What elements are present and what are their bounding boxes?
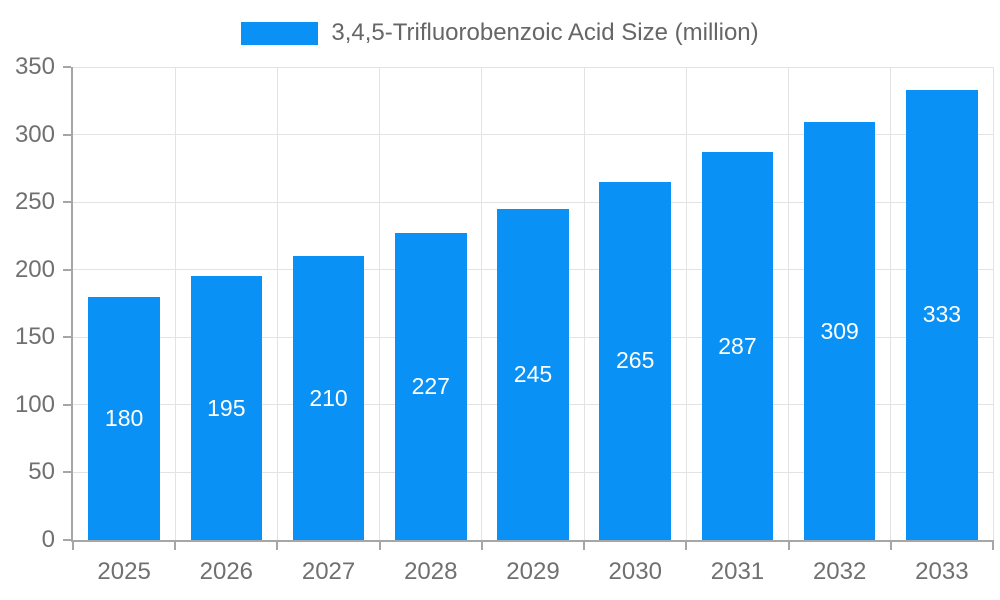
y-tick (63, 66, 71, 68)
x-axis-line (71, 540, 993, 542)
bar-value-label: 287 (718, 332, 757, 359)
y-tick-label: 150 (14, 323, 55, 351)
x-tick (992, 540, 994, 550)
bar[interactable]: 195 (190, 276, 263, 540)
bar[interactable]: 287 (701, 152, 774, 540)
y-tick (63, 336, 71, 339)
legend-label: 3,4,5-Trifluorobenzoic Acid Size (millio… (331, 19, 759, 46)
x-tick-label: 2028 (404, 558, 458, 585)
x-tick (276, 540, 279, 550)
x-tick (685, 540, 688, 550)
bar-value-label: 195 (207, 394, 246, 421)
x-tick (72, 540, 74, 550)
x-tick-label: 2026 (199, 558, 254, 585)
y-tick-label: 50 (28, 458, 55, 486)
bar-value-label: 245 (513, 360, 553, 387)
bar[interactable]: 227 (395, 233, 467, 540)
y-tick (63, 201, 71, 204)
legend: 3,4,5-Trifluorobenzoic Acid Size (millio… (0, 20, 1000, 46)
y-tick-label: 300 (14, 120, 55, 148)
x-tick (174, 540, 177, 550)
y-tick-label: 350 (14, 53, 55, 80)
bar[interactable]: 180 (88, 296, 160, 540)
legend-swatch-icon (241, 21, 319, 45)
x-tick-label: 2027 (301, 558, 356, 585)
x-tick (583, 540, 586, 550)
x-tick-label: 2033 (915, 558, 969, 585)
v-gridline (685, 67, 687, 540)
y-tick (63, 268, 71, 271)
bar[interactable]: 210 (292, 256, 365, 540)
bar-value-label: 265 (616, 347, 655, 374)
y-tick-label: 0 (41, 526, 55, 553)
x-tick-label: 2030 (608, 558, 662, 585)
v-gridline (890, 67, 892, 540)
y-tick (63, 403, 71, 406)
y-axis-line (71, 67, 73, 540)
y-tick (63, 133, 71, 136)
x-tick-label: 2031 (710, 558, 765, 585)
v-gridline (379, 67, 381, 540)
legend-item[interactable]: 3,4,5-Trifluorobenzoic Acid Size (millio… (241, 19, 759, 46)
h-gridline (73, 66, 993, 68)
x-tick-label: 2032 (812, 558, 867, 585)
x-tick-label: 2029 (506, 558, 560, 585)
x-tick (378, 540, 381, 550)
y-tick-label: 250 (14, 188, 55, 216)
bar[interactable]: 245 (497, 208, 569, 540)
bar-value-label: 309 (820, 317, 859, 344)
bar[interactable]: 309 (803, 122, 876, 540)
v-gridline (276, 67, 278, 540)
plot-area: 0 50 100 150 200 250 300 350 2025 180 2026 195 2027 2… (15, 55, 994, 584)
bar-value-label: 210 (309, 384, 348, 411)
v-gridline (481, 67, 483, 540)
bar[interactable]: 333 (906, 89, 978, 540)
x-tick (889, 540, 892, 550)
bar-value-label: 227 (411, 373, 450, 400)
v-gridline (992, 67, 994, 540)
v-gridline (788, 67, 790, 540)
x-tick (787, 540, 790, 550)
h-gridline (73, 134, 993, 136)
bar[interactable]: 265 (599, 181, 671, 540)
x-tick (480, 540, 483, 550)
y-tick-label: 200 (14, 255, 55, 283)
y-tick-label: 100 (14, 390, 55, 418)
bar-value-label: 333 (922, 301, 962, 328)
y-tick (63, 539, 71, 541)
bar-value-label: 180 (104, 404, 144, 431)
y-tick (63, 471, 71, 474)
v-gridline (174, 67, 176, 540)
h-gridline (73, 201, 993, 203)
x-tick-label: 2025 (97, 558, 151, 585)
v-gridline (583, 67, 585, 540)
